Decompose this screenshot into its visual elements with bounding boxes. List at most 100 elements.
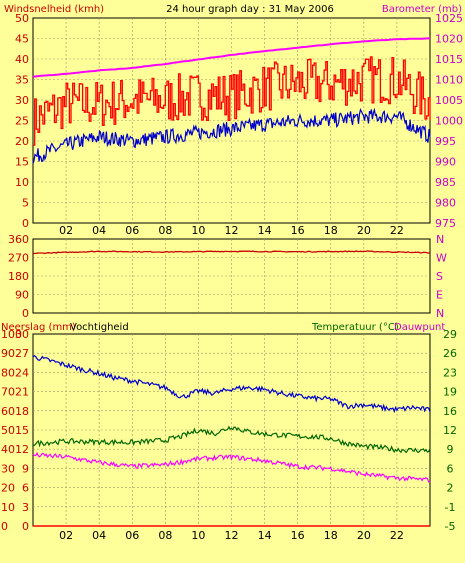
left-axis-label-wind: Windsnelheid (kmh) (4, 4, 104, 15)
x-tick-label: 10 (191, 529, 205, 542)
humidity-tick-label: 40 (1, 443, 15, 456)
right-tick-label: 995 (435, 135, 456, 148)
right-tick-label: 16 (443, 405, 457, 418)
right-tick-label: 26 (443, 347, 457, 360)
x-tick-label: 16 (291, 529, 305, 542)
left-tick-label: 15 (15, 156, 29, 169)
rain-tick-label: 15 (15, 424, 29, 437)
x-tick-label: 16 (291, 224, 305, 237)
x-tick-label: 14 (258, 529, 272, 542)
x-tick-label: 22 (390, 224, 404, 237)
humidity-tick-label: 30 (1, 462, 15, 475)
left-tick-label: 40 (15, 53, 29, 66)
rain-tick-label: 27 (15, 347, 29, 360)
x-tick-label: 22 (390, 529, 404, 542)
series-wind-line (32, 107, 431, 164)
x-tick-label: 04 (92, 529, 106, 542)
humidity-tick-label: 10 (1, 501, 15, 514)
x-tick-label: 10 (191, 224, 205, 237)
rain-tick-label: 0 (22, 520, 29, 533)
humidity-tick-label: 70 (1, 386, 15, 399)
left-tick-label: 180 (8, 270, 29, 283)
right-tick-label: 2 (447, 482, 454, 495)
rain-tick-label: 21 (15, 386, 29, 399)
x-tick-label: 18 (324, 224, 338, 237)
humidity-tick-label: 0 (1, 520, 8, 533)
x-tick-label: 06 (125, 224, 139, 237)
right-tick-label: W (436, 252, 447, 265)
series-dewpoint-line (32, 425, 431, 454)
right-tick-label: 1010 (435, 74, 463, 87)
x-tick-label: 02 (59, 224, 73, 237)
left-tick-label: 30 (15, 94, 29, 107)
left-tick-label: 0 (22, 307, 29, 320)
humidity-tick-label: 20 (1, 482, 15, 495)
x-tick-label: 14 (258, 224, 272, 237)
wind-panel-frame (32, 17, 431, 224)
right-axis-label-barometer: Barometer (mb) (382, 4, 462, 15)
right-tick-label: 1015 (435, 53, 463, 66)
humidity-tick-label: 100 (1, 328, 22, 341)
left-tick-label: 360 (8, 233, 29, 246)
right-tick-label: 990 (435, 156, 456, 169)
left-tick-label: 45 (15, 33, 29, 46)
right-tick-label: 6 (447, 462, 454, 475)
x-tick-label: 18 (324, 529, 338, 542)
right-tick-label: 975 (435, 217, 456, 230)
right-tick-label: 23 (443, 366, 457, 379)
humidity-tick-label: 50 (1, 424, 15, 437)
x-tick-label: 08 (158, 224, 172, 237)
rain-tick-label: 24 (15, 366, 29, 379)
x-tick-label: 12 (225, 224, 239, 237)
humidity-tick-label: 80 (1, 366, 15, 379)
series-temperature-line (32, 354, 431, 414)
humidity-tick-label: 90 (1, 347, 15, 360)
left-tick-label: 25 (15, 115, 29, 128)
right-tick-label: 19 (443, 386, 457, 399)
left-tick-label: 20 (15, 135, 29, 148)
left-tick-label: 0 (22, 217, 29, 230)
left-axis-label-humidity: Vochtigheid (70, 322, 129, 333)
rain-tick-label: 3 (22, 501, 29, 514)
series-gust-line (33, 56, 431, 146)
right-tick-label: 1020 (435, 33, 463, 46)
series-humidity-line (32, 451, 431, 483)
right-tick-label: 985 (435, 176, 456, 189)
x-tick-label: 04 (92, 224, 106, 237)
right-tick-label: N (436, 307, 444, 320)
x-tick-label: 20 (357, 224, 371, 237)
right-tick-label: 1000 (435, 115, 463, 128)
right-tick-label: 9 (447, 443, 454, 456)
right-tick-label: 29 (443, 328, 457, 341)
right-tick-label: -5 (445, 520, 456, 533)
rain-tick-label: 30 (15, 328, 29, 341)
chart-title: 24 hour graph day : 31 May 2006 (166, 4, 334, 15)
left-tick-label: 50 (15, 12, 29, 25)
series-direction-line (32, 250, 431, 255)
left-tick-label: 5 (22, 197, 29, 210)
right-tick-label: E (436, 289, 443, 302)
x-tick-label: 20 (357, 529, 371, 542)
x-tick-label: 12 (225, 529, 239, 542)
left-axis-label-rain: Neerslag (mm) (1, 322, 76, 333)
left-tick-label: 35 (15, 74, 29, 87)
humidity-tick-label: 60 (1, 405, 15, 418)
right-tick-label: 980 (435, 197, 456, 210)
right-tick-label: 1025 (435, 12, 463, 25)
left-tick-label: 90 (15, 289, 29, 302)
left-tick-label: 10 (15, 176, 29, 189)
right-axis-label-dewpoint: Dauwpunt (394, 322, 445, 333)
rain-tick-label: 9 (22, 462, 29, 475)
left-tick-label: 270 (8, 252, 29, 265)
right-tick-label: 12 (443, 424, 457, 437)
rain-tick-label: 18 (15, 405, 29, 418)
rain-tick-label: 12 (15, 443, 29, 456)
x-tick-label: 06 (125, 529, 139, 542)
right-tick-label: 1005 (435, 94, 463, 107)
rain-tick-label: 6 (22, 482, 29, 495)
x-tick-label: 02 (59, 529, 73, 542)
right-tick-label: S (436, 270, 443, 283)
right-tick-label: -1 (445, 501, 456, 514)
series-barometer-line (32, 37, 431, 78)
